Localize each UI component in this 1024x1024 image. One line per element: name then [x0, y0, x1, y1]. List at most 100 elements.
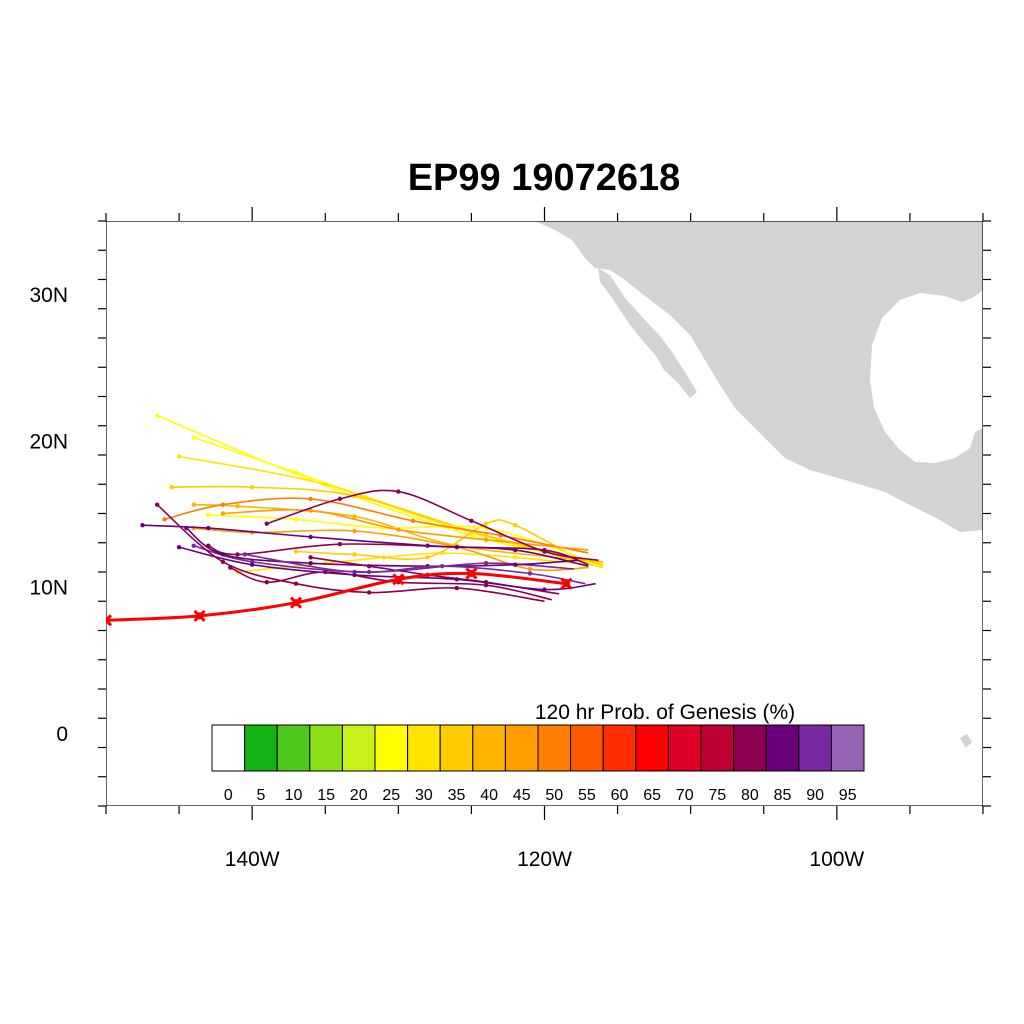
ensemble-track-point [396, 527, 401, 532]
colorbar-label: 75 [708, 787, 726, 804]
ensemble-track-point [169, 484, 174, 490]
ensemble-track-point [513, 547, 518, 553]
colorbar-label: 20 [350, 787, 368, 804]
ensemble-track-point [352, 528, 357, 534]
ensemble-track-point [220, 502, 226, 507]
colorbar-swatch [667, 724, 702, 772]
ensemble-track-point [308, 496, 313, 502]
ensemble-track-point [425, 543, 430, 548]
best-track-marker [106, 614, 113, 627]
colorbar-swatch [765, 724, 800, 772]
best-track-marker [392, 573, 405, 586]
ensemble-track-point [308, 561, 313, 566]
colorbar-label: 70 [676, 787, 694, 804]
ensemble-track-point [176, 454, 182, 459]
colorbar-boxes [211, 724, 865, 772]
colorbar-swatch [537, 724, 572, 772]
ensemble-track-point [366, 590, 372, 595]
colorbar-swatch [472, 724, 506, 772]
ensemble-track-point [337, 496, 343, 502]
colorbar-label: 95 [839, 787, 857, 804]
ensemble-track-point [352, 514, 357, 519]
ensemble-track-point [337, 542, 343, 547]
lon-label: 120W [517, 848, 572, 871]
ensemble-track-point [162, 517, 167, 522]
ensemble-track-point [454, 585, 459, 591]
ensemble-track-point [483, 533, 489, 538]
colorbar-swatch [374, 724, 409, 772]
colorbar-swatch [798, 724, 832, 772]
ensemble-track-point [191, 543, 196, 548]
colorbar-swatch [407, 724, 441, 772]
ensemble-track-point [469, 533, 474, 538]
ensemble-track-point [483, 561, 489, 566]
colorbar-swatch [635, 724, 669, 772]
ensemble-track-point [527, 571, 533, 576]
best-track-marker [193, 609, 206, 622]
ensemble-track-point [352, 572, 357, 578]
colorbar-swatch [700, 724, 735, 772]
colorbar-swatch [733, 724, 767, 772]
ensemble-track-point [483, 537, 489, 543]
colorbar-label: 55 [578, 787, 596, 804]
ensemble-track-point [469, 518, 474, 524]
colorbar-title: 120 hr Prob. of Genesis (%) [535, 701, 795, 724]
ensemble-track-line [156, 504, 545, 603]
best-track-marker [560, 577, 573, 590]
ensemble-track-point [527, 566, 533, 572]
lat-label: 10N [29, 577, 68, 600]
colorbar-labels: 0 5 10 15 20 25 30 35 40 45 50 55 60 65 70 75 80 85 90 95 [224, 787, 857, 804]
ensemble-track [293, 519, 589, 566]
ensemble-track-point [154, 413, 160, 418]
ensemble-track-point [140, 523, 145, 528]
best-track-marker [289, 596, 303, 609]
ensemble-track [140, 523, 589, 567]
colorbar-label: 10 [285, 787, 303, 804]
colorbar-label: 60 [611, 787, 629, 804]
map-title: EP99 19072618 [408, 157, 681, 199]
ensemble-track [154, 502, 545, 603]
ensemble-track-point [513, 523, 518, 528]
ensemble-track-point [323, 482, 328, 487]
ensemble-track-point [191, 435, 196, 440]
ensemble-track-point [425, 555, 430, 560]
ensemble-track-point [308, 555, 313, 560]
colorbar-swatch [211, 724, 246, 772]
ensemble-track-point [293, 517, 299, 522]
ensemble-track-point [242, 552, 248, 557]
ensemble-track-point [366, 563, 372, 569]
best-track-marker [465, 567, 478, 580]
ensemble-track-point [176, 544, 182, 550]
colorbar-swatch [439, 724, 474, 772]
ensemble-track-point [396, 489, 401, 494]
colorbar-label: 15 [317, 787, 335, 804]
ensemble-track-point [483, 582, 489, 588]
ensemble-track [162, 496, 589, 554]
baja-peninsula [598, 268, 697, 398]
ensemble-track-point [264, 521, 269, 526]
land-layer [106, 221, 983, 806]
colorbar-swatch [570, 724, 604, 772]
colorbar-label: 45 [513, 787, 531, 804]
lat-label: 0 [56, 723, 68, 746]
ensemble-track-line [171, 485, 604, 566]
ensemble-track-point [191, 502, 196, 507]
colorbar-swatch [276, 724, 311, 772]
ensemble-track-point [249, 562, 255, 567]
ensemble-track-point [154, 502, 160, 507]
colorbar-swatch [602, 724, 637, 772]
ensemble-track-point [249, 484, 255, 490]
colorbar-label: 65 [643, 787, 661, 804]
colorbar-swatch [309, 724, 343, 772]
mexico-landmass [535, 221, 983, 532]
best-track [106, 567, 573, 627]
lon-label: 100W [809, 848, 864, 871]
ensemble-track-point [308, 508, 313, 513]
ensemble-track-point [264, 580, 269, 585]
colorbar-label: 50 [545, 787, 563, 804]
ensemble-track-point [184, 525, 189, 531]
ensemble-track-point [235, 552, 240, 557]
ensemble-track-point [220, 559, 226, 564]
ensemble-track-point [542, 547, 547, 553]
